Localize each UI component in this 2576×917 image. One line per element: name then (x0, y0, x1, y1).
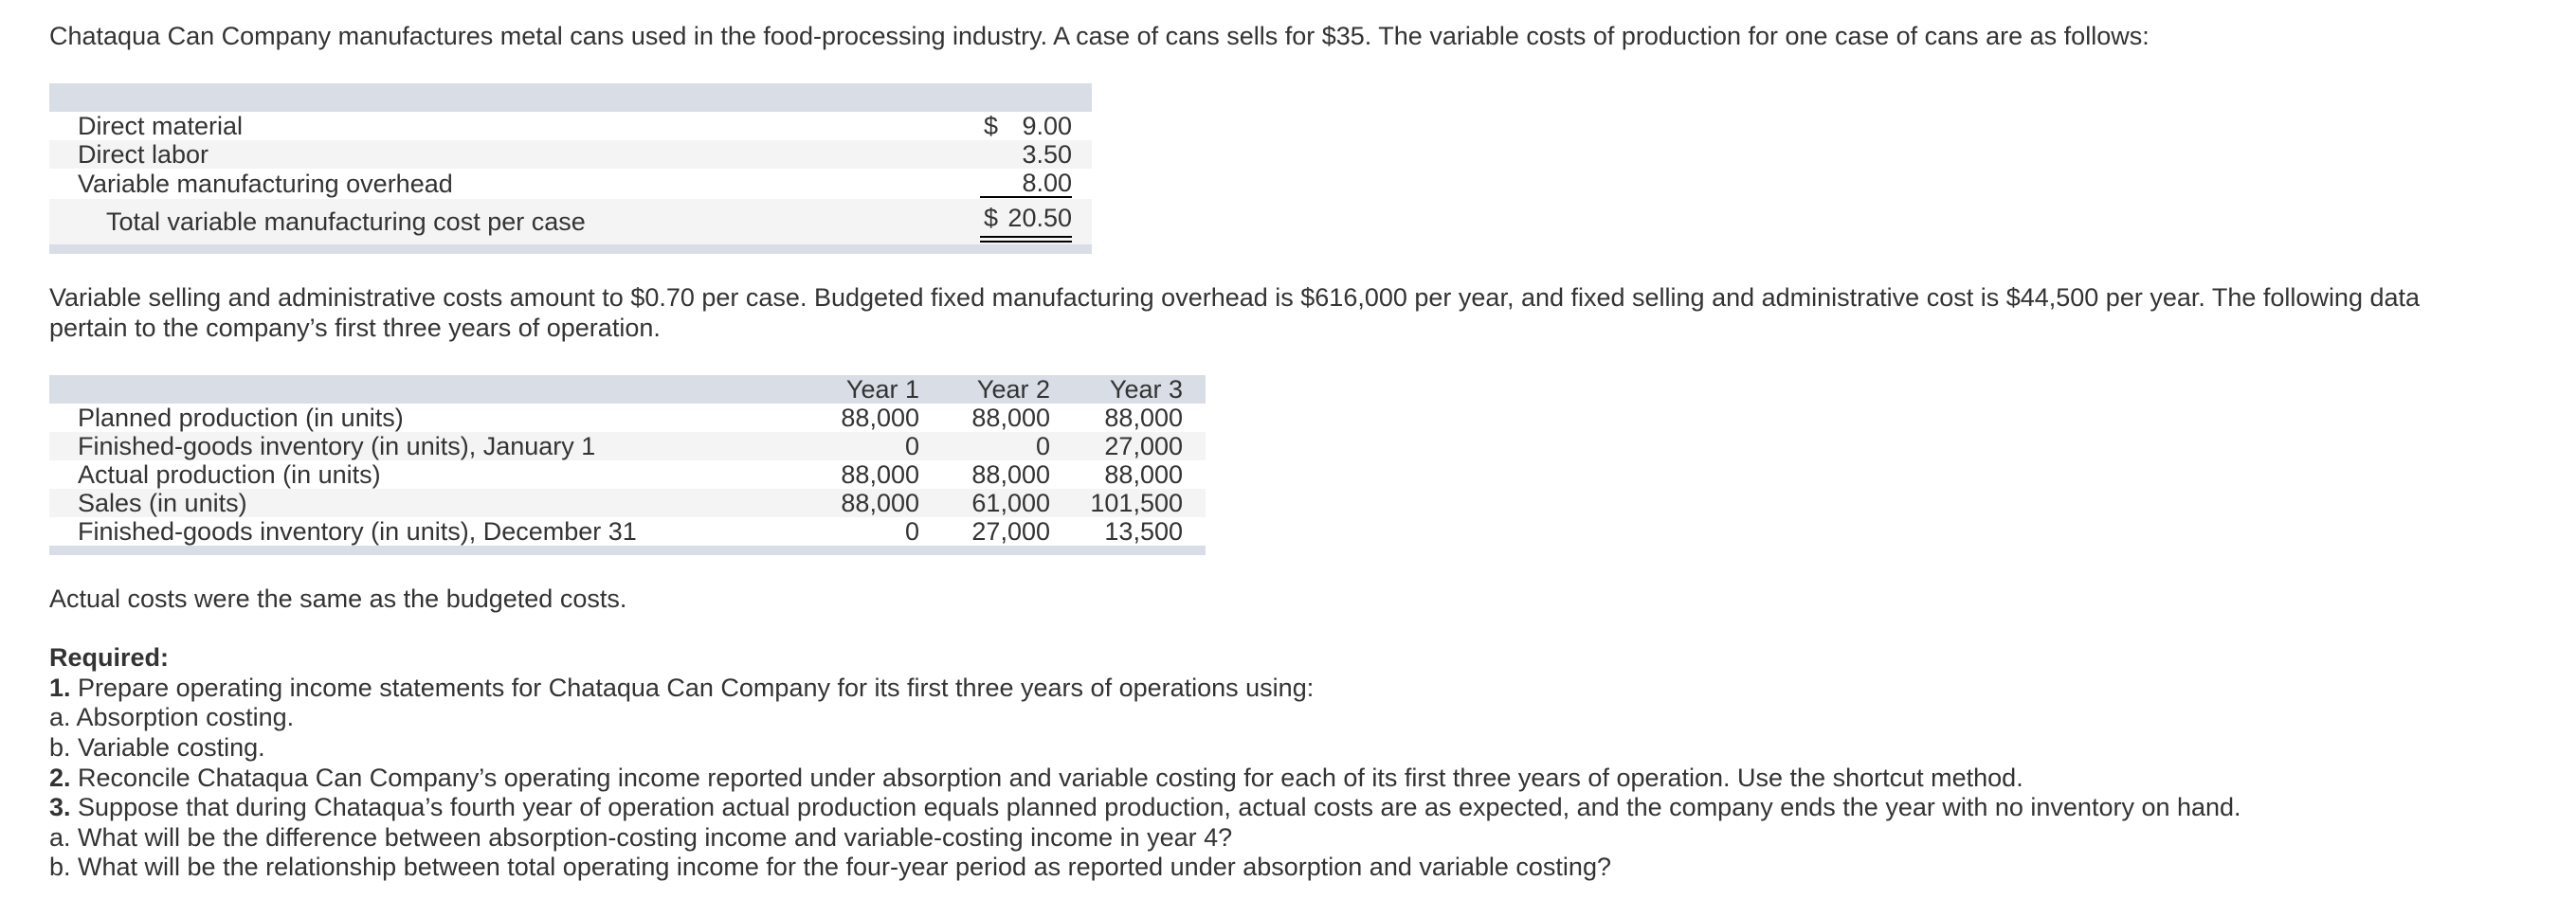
cell-year-1: 88,000 (841, 404, 919, 432)
required-item-3b: b. What will be the relationship between… (49, 853, 1611, 883)
fixed-cost-paragraph-line1: Variable selling and administrative cost… (49, 283, 2421, 312)
item-text: Prepare operating income statements for … (70, 674, 1315, 702)
table-row: Planned production (in units) 88,000 88,… (49, 404, 1206, 432)
cell-year-2: 88,000 (971, 404, 1050, 432)
total-label: Total variable manufacturing cost per ca… (106, 207, 586, 236)
required-item-3: 3. Suppose that during Chataqua’s fourth… (49, 793, 2241, 823)
row-value: 3.50 (1022, 140, 1072, 169)
total-double-rule (980, 236, 1072, 243)
column-header-year-3: Year 3 (1109, 375, 1183, 404)
cell-year-2: 88,000 (971, 460, 1050, 489)
table-row: Variable manufacturing overhead 8.00 (49, 169, 1092, 199)
item-text: b. Variable costing. (49, 733, 265, 762)
fixed-cost-paragraph-line2: pertain to the company’s first three yea… (49, 314, 661, 342)
required-item-1b: b. Variable costing. (49, 733, 265, 764)
operations-table: Year 1 Year 2 Year 3 Planned production … (49, 375, 1206, 555)
cell-year-3: 27,000 (1104, 432, 1183, 460)
row-label: Variable manufacturing overhead (78, 170, 453, 198)
required-item-1a: a. Absorption costing. (49, 703, 294, 733)
cell-year-1: 88,000 (841, 489, 919, 517)
subtotal-rule (980, 196, 1072, 198)
required-heading-text: Required: (49, 643, 170, 672)
row-label: Planned production (in units) (78, 404, 404, 432)
table-row: Finished-goods inventory (in units), Jan… (49, 432, 1206, 460)
row-label: Direct material (78, 112, 244, 140)
actual-costs-note: Actual costs were the same as the budget… (49, 584, 627, 613)
table-row: Actual production (in units) 88,000 88,0… (49, 460, 1206, 489)
row-label: Finished-goods inventory (in units), Jan… (78, 432, 596, 460)
dollar-sign: $ (984, 112, 999, 140)
item-text: Suppose that during Chataqua’s fourth ye… (70, 793, 2241, 821)
required-heading: Required: (49, 643, 169, 674)
required-item-3a: a. What will be the difference between a… (49, 823, 1232, 854)
table-row: Direct labor 3.50 (49, 140, 1092, 169)
cell-year-1: 0 (904, 432, 919, 460)
cell-year-3: 101,500 (1090, 489, 1183, 517)
table-header-band (49, 83, 1092, 112)
cell-year-2: 27,000 (971, 517, 1050, 546)
item-text: Reconcile Chataqua Can Company’s operati… (70, 764, 2023, 792)
cell-year-3: 88,000 (1104, 460, 1183, 489)
table-row: Finished-goods inventory (in units), Dec… (49, 517, 1206, 546)
table-footer-band (49, 546, 1206, 555)
required-item-2: 2. Reconcile Chataqua Can Company’s oper… (49, 764, 2023, 794)
table-total-row: Total variable manufacturing cost per ca… (49, 199, 1092, 244)
item-number: 2. (49, 764, 71, 792)
cell-year-2: 0 (1035, 432, 1050, 460)
cell-year-3: 13,500 (1104, 517, 1183, 546)
item-text: a. Absorption costing. (49, 703, 295, 731)
table-row: Sales (in units) 88,000 61,000 101,500 (49, 489, 1206, 517)
variable-cost-table: Direct material $ 9.00 Direct labor 3.50… (49, 83, 1092, 254)
item-number: 3. (49, 793, 71, 821)
row-label: Finished-goods inventory (in units), Dec… (78, 517, 637, 546)
table-header-row: Year 1 Year 2 Year 3 (49, 375, 1206, 404)
intro-paragraph: Chataqua Can Company manufactures metal … (49, 22, 2150, 50)
table-row: Direct material $ 9.00 (49, 112, 1092, 140)
row-value: 8.00 (1022, 169, 1072, 197)
item-text: b. What will be the relationship between… (49, 853, 1611, 881)
row-label: Sales (in units) (78, 489, 247, 517)
cell-year-1: 0 (904, 517, 919, 546)
column-header-year-1: Year 1 (845, 375, 919, 404)
row-value: 9.00 (1022, 112, 1072, 140)
total-value: 20.50 (1007, 204, 1072, 232)
row-label: Actual production (in units) (78, 460, 381, 489)
table-footer-band (49, 244, 1092, 254)
row-label: Direct labor (78, 140, 209, 169)
dollar-sign: $ (984, 204, 999, 232)
cell-year-2: 61,000 (971, 489, 1050, 517)
cell-year-1: 88,000 (841, 460, 919, 489)
item-number: 1. (49, 674, 71, 702)
column-header-year-2: Year 2 (976, 375, 1050, 404)
required-item-1: 1. Prepare operating income statements f… (49, 674, 1314, 704)
cell-year-3: 88,000 (1104, 404, 1183, 432)
item-text: a. What will be the difference between a… (49, 823, 1233, 852)
